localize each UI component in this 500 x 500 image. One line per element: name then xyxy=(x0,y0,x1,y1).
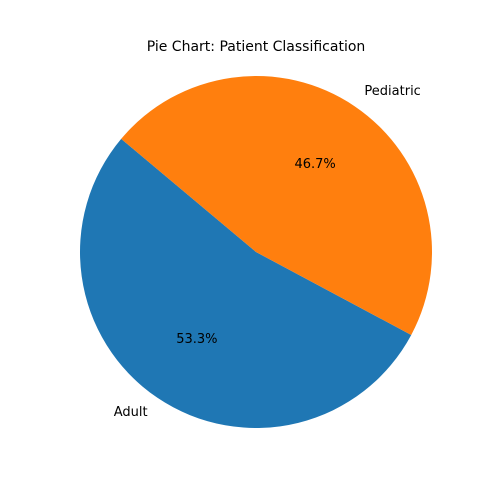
pct-label-pediatric: 46.7% xyxy=(294,157,335,172)
pie-slices xyxy=(79,76,432,429)
pct-label-adult: 53.3% xyxy=(176,332,217,347)
pie-labels: Adult 53.3% Pediatric 46.7% xyxy=(114,84,421,420)
slice-label-adult: Adult xyxy=(114,405,148,420)
pie-slice-pediatric xyxy=(121,76,432,335)
chart-title: Pie Chart: Patient Classification xyxy=(147,39,366,55)
slice-label-pediatric: Pediatric xyxy=(364,84,420,99)
pie-slice-adult xyxy=(79,138,412,429)
